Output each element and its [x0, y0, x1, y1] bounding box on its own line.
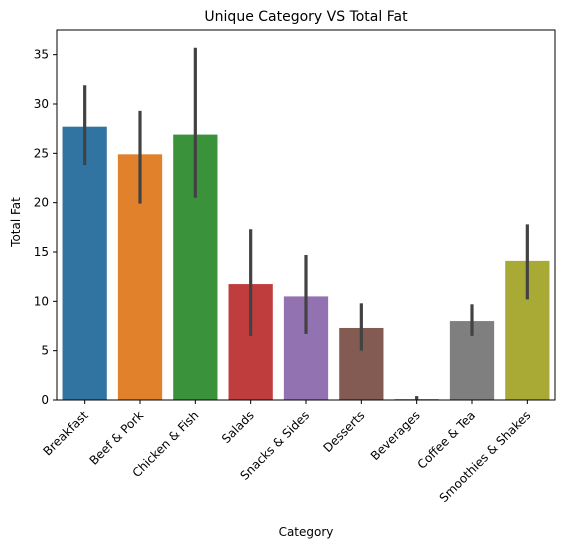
- chart-title: Unique Category VS Total Fat: [204, 9, 408, 25]
- y-tick-label: 5: [41, 344, 49, 358]
- y-axis-label: Total Fat: [9, 197, 23, 248]
- x-tick-label: Smoothies & Shakes: [437, 408, 534, 505]
- y-tick-label: 35: [34, 48, 49, 62]
- x-tick-label: Salads: [219, 408, 257, 446]
- y-tick-label: 0: [41, 393, 49, 407]
- bar-breakfast: [62, 126, 107, 400]
- x-tick-label: Desserts: [320, 408, 367, 455]
- x-tick-label: Beef & Pork: [87, 408, 147, 468]
- x-tick-label: Beverages: [368, 408, 423, 463]
- y-tick-label: 30: [34, 97, 49, 111]
- y-tick-label: 15: [34, 245, 49, 259]
- x-tick-label: Breakfast: [40, 408, 91, 459]
- y-tick-label: 10: [34, 294, 49, 308]
- y-tick-label: 25: [34, 146, 49, 160]
- x-axis-label: Category: [279, 525, 334, 539]
- y-tick-label: 20: [34, 196, 49, 210]
